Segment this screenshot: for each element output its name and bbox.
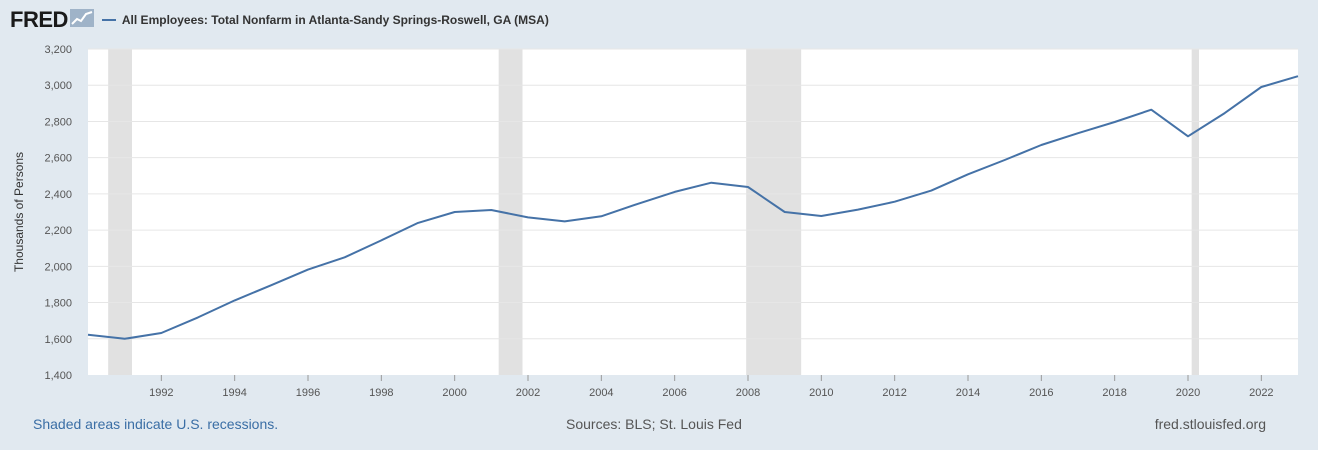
y-tick-label: 1,400 <box>44 370 72 382</box>
x-tick-label: 1992 <box>149 387 173 399</box>
chart-header: FRED All Employees: Total Nonfarm in Atl… <box>10 6 549 34</box>
x-tick-label: 2018 <box>1102 387 1126 399</box>
y-tick-label: 2,400 <box>44 189 72 201</box>
y-axis-label: Thousands of Persons <box>12 152 26 272</box>
x-tick-label: 2006 <box>662 387 686 399</box>
x-tick-label: 2008 <box>736 387 760 399</box>
x-tick-label: 1998 <box>369 387 393 399</box>
series-line <box>87 75 1299 340</box>
x-tick-label: 2010 <box>809 387 833 399</box>
y-axis: 1,400 1,600 1,800 2,000 2,200 2,400 2,600 2,800… <box>44 44 72 382</box>
y-tick-label: 2,000 <box>44 261 72 273</box>
x-tick-label: 2004 <box>589 387 613 399</box>
legend-swatch <box>101 19 116 21</box>
x-tick-label: 2000 <box>442 387 466 399</box>
sources-text: Sources: BLS; St. Louis Fed <box>566 416 742 432</box>
y-tick-label: 1,800 <box>44 298 72 310</box>
site-link[interactable]: fred.stlouisfed.org <box>1154 416 1266 432</box>
plot-area <box>88 49 1298 375</box>
y-tick-label: 3,200 <box>44 44 72 56</box>
fred-chart-icon <box>69 8 94 32</box>
x-axis: 1992 1994 1996 1998 2000 2002 2004 2006 2008 2010… <box>149 375 1274 399</box>
y-tick-label: 1,600 <box>44 334 72 346</box>
x-tick-label: 2014 <box>956 387 980 399</box>
x-tick-label: 2022 <box>1249 387 1273 399</box>
gridlines <box>88 48 1298 340</box>
series-layer <box>87 75 1299 340</box>
x-tick-label: 2016 <box>1029 387 1053 399</box>
x-tick-label: 2012 <box>882 387 906 399</box>
y-tick-label: 2,600 <box>44 153 72 165</box>
y-tick-label: 3,000 <box>44 80 72 92</box>
recession-note-link[interactable]: Shaded areas indicate U.S. recessions. <box>33 416 279 432</box>
y-tick-label: 2,200 <box>44 225 72 237</box>
y-tick-label: 2,800 <box>44 116 72 128</box>
x-tick-label: 2002 <box>516 387 540 399</box>
fred-logo[interactable]: FRED <box>10 7 68 32</box>
recession-band <box>108 49 132 375</box>
x-tick-label: 1996 <box>296 387 320 399</box>
recession-band <box>1191 49 1199 375</box>
legend-series-title[interactable]: All Employees: Total Nonfarm in Atlanta-… <box>121 13 549 27</box>
recession-band <box>498 49 523 375</box>
x-tick-label: 2020 <box>1176 387 1200 399</box>
x-tick-label: 1994 <box>222 387 246 399</box>
